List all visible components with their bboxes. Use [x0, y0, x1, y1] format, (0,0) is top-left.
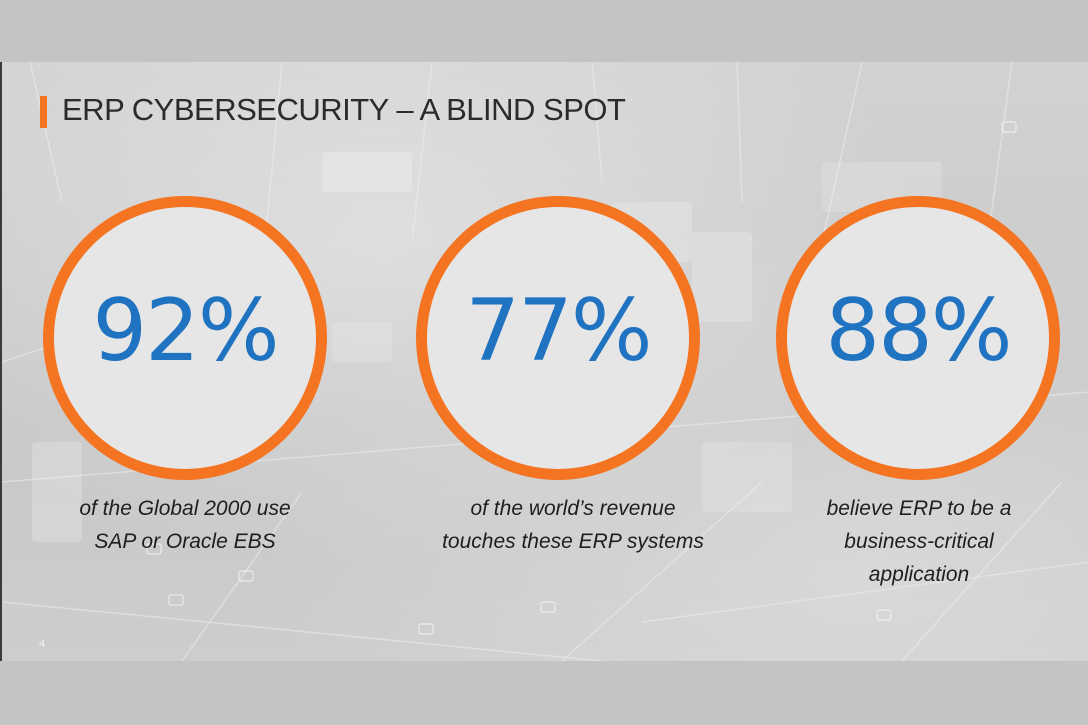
stat-caption-3: believe ERP to be a business-critical ap… — [754, 492, 1084, 591]
stat-value: 88% — [825, 281, 1012, 381]
title-accent-bar — [40, 96, 47, 128]
caption-line: believe ERP to be a — [826, 497, 1012, 520]
caption-line: application — [868, 563, 970, 586]
stat-circle-1: 92% — [43, 196, 327, 480]
caption-line: of the Global 2000 use — [79, 497, 291, 520]
stat-circle-2: 77% — [416, 196, 700, 480]
caption-line: of the world’s revenue — [470, 497, 676, 520]
stat-caption-1: of the Global 2000 use SAP or Oracle EBS — [20, 492, 350, 558]
stat-value: 77% — [465, 281, 652, 381]
stat-circle-3: 88% — [776, 196, 1060, 480]
page-number: 4 — [39, 638, 46, 650]
caption-line: SAP or Oracle EBS — [94, 530, 276, 553]
stat-value: 92% — [92, 281, 279, 381]
caption-line: business-critical — [844, 530, 994, 553]
stat-caption-2: of the world’s revenue touches these ERP… — [408, 492, 738, 558]
caption-line: touches these ERP systems — [442, 530, 704, 553]
slide-title: ERP CYBERSECURITY – A BLIND SPOT — [62, 92, 626, 127]
slide: ERP CYBERSECURITY – A BLIND SPOT 92% 77%… — [0, 62, 1088, 661]
